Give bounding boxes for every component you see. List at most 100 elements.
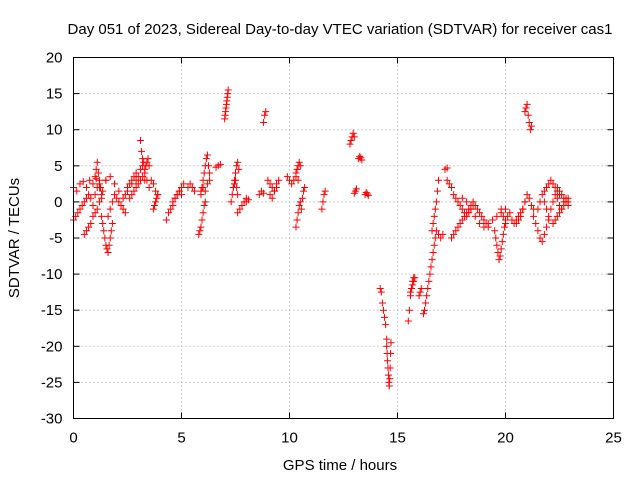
y-tick-label: 15 — [46, 86, 63, 103]
data-point — [294, 176, 302, 184]
data-point — [545, 212, 553, 220]
data-point — [296, 162, 304, 170]
data-point — [106, 234, 114, 242]
data-point — [203, 180, 211, 188]
data-point — [91, 209, 99, 217]
data-point — [534, 227, 542, 235]
y-tick-label: -30 — [41, 411, 63, 428]
data-point — [152, 198, 160, 206]
data-point — [521, 198, 529, 206]
data-point — [199, 183, 207, 191]
data-point — [431, 205, 439, 213]
data-point — [448, 183, 455, 191]
data-point — [384, 357, 392, 365]
data-point — [564, 202, 572, 210]
data-point — [80, 198, 88, 206]
data-point — [543, 183, 551, 191]
data-point — [87, 194, 95, 202]
data-point — [202, 155, 210, 163]
data-point — [492, 234, 500, 242]
data-point — [100, 227, 108, 235]
data-point — [244, 196, 252, 204]
data-point — [519, 205, 527, 213]
data-point — [480, 216, 488, 224]
data-point — [165, 209, 173, 217]
data-point — [432, 227, 440, 235]
data-point — [553, 183, 561, 191]
data-point — [476, 220, 484, 228]
axis-ticks — [73, 57, 614, 419]
data-point — [478, 212, 486, 220]
y-tick-label: 10 — [46, 122, 63, 139]
data-point — [93, 158, 101, 166]
data-point — [295, 158, 303, 166]
data-point — [149, 180, 157, 188]
data-point — [91, 173, 99, 181]
data-point — [82, 183, 90, 191]
data-point — [99, 220, 107, 228]
data-point — [175, 187, 183, 195]
data-point — [386, 364, 394, 372]
data-point — [471, 202, 479, 210]
data-point — [91, 191, 99, 199]
data-point — [151, 202, 158, 210]
data-point — [469, 198, 477, 206]
data-point — [549, 180, 557, 188]
data-point — [130, 187, 138, 195]
data-point — [382, 321, 390, 329]
data-point — [504, 212, 512, 220]
data-point — [430, 241, 438, 249]
y-tick-label: 5 — [54, 158, 62, 175]
data-point — [346, 140, 354, 148]
data-point — [558, 191, 566, 199]
data-point — [199, 209, 207, 217]
data-point — [536, 234, 544, 242]
data-point — [347, 137, 355, 145]
data-point — [152, 187, 160, 195]
data-point — [473, 205, 481, 213]
data-point — [496, 252, 504, 260]
data-point — [443, 176, 451, 184]
data-point — [115, 187, 123, 195]
y-tick-label: 0 — [54, 194, 62, 211]
data-point — [458, 205, 466, 213]
y-axis-label: SDTVAR / TECUs — [6, 178, 23, 298]
data-point — [149, 205, 157, 213]
data-point — [428, 256, 436, 264]
y-tick-labels: -30 -25 -20 -15 -10 -5 0 5 10 15 20 — [41, 50, 63, 428]
data-point — [234, 158, 242, 166]
data-point — [410, 277, 418, 285]
data-point — [429, 220, 437, 228]
data-point — [141, 176, 149, 184]
data-point — [553, 212, 561, 220]
data-point — [169, 198, 177, 206]
data-point — [162, 216, 170, 224]
data-point — [547, 205, 555, 213]
data-point — [105, 241, 113, 249]
data-point — [82, 227, 90, 235]
data-point — [85, 191, 93, 199]
data-point — [386, 375, 394, 383]
data-point — [124, 183, 131, 191]
data-point — [273, 183, 281, 191]
data-point — [556, 209, 563, 217]
data-point — [190, 187, 198, 195]
data-point — [108, 198, 116, 206]
y-tick-label: -15 — [41, 302, 63, 319]
data-point — [262, 108, 270, 116]
data-point — [540, 198, 548, 206]
data-point — [128, 176, 136, 184]
data-point — [288, 180, 296, 188]
data-point — [558, 205, 566, 213]
data-point — [89, 212, 97, 220]
data-point — [268, 194, 276, 202]
data-point — [437, 234, 445, 242]
data-point — [532, 220, 540, 228]
data-point — [517, 212, 525, 220]
data-point — [261, 111, 269, 119]
data-point — [136, 137, 144, 145]
data-point — [406, 288, 414, 296]
data-point — [121, 191, 129, 199]
data-point — [454, 198, 462, 206]
data-point — [111, 180, 119, 188]
